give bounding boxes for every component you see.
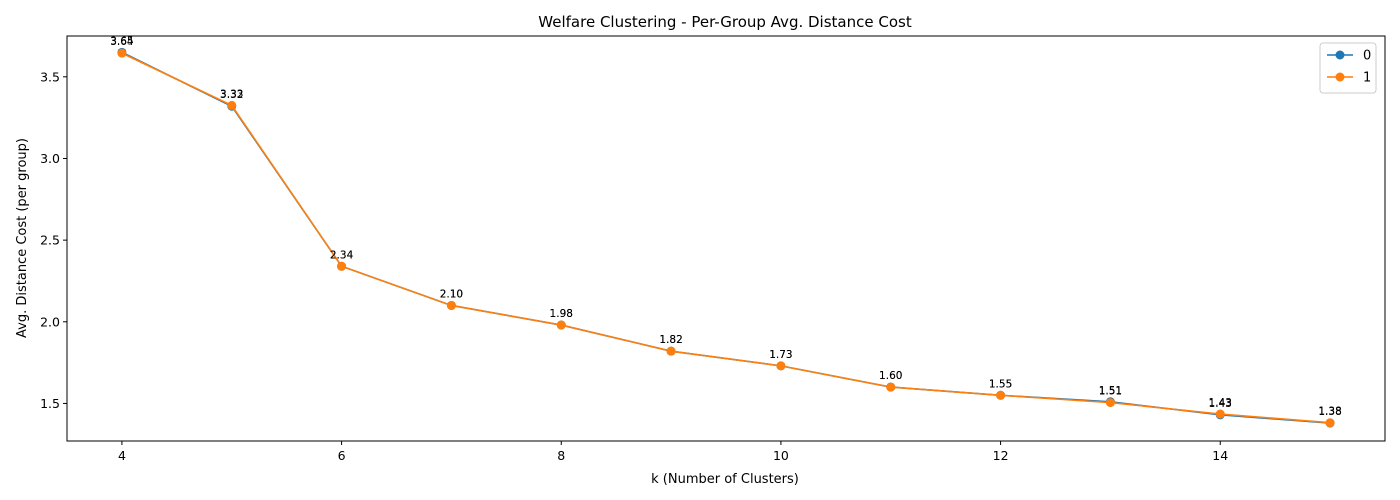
legend-label-1: 1 [1363,71,1371,86]
data-label-1: 1.51 [1099,386,1122,398]
series-line-0 [121,51,1331,424]
data-label-1: 2.10 [440,288,463,300]
data-point-1 [337,261,347,271]
data-point-1 [996,390,1006,400]
plot-area: 4 6 8 10 12 141.52.02.53.03.53.653.322.342.10… [40,35,1386,463]
data-label-1: 1.98 [550,308,573,320]
y-tick-label: 3.0 [40,151,60,166]
data-label-1: 1.82 [659,334,682,346]
data-point-1 [666,346,676,356]
y-tick-label: 2.0 [40,314,60,329]
y-tick-label: 3.5 [40,69,60,84]
x-tick-label: 4 [118,448,126,463]
x-tick-label: 6 [338,448,346,463]
legend-marker-0 [1335,50,1345,60]
y-axis-label: Avg. Distance Cost (per group) [15,138,30,338]
data-point-1 [776,361,786,371]
y-tick-label: 2.5 [40,233,60,248]
data-label-0: 1.38 [1318,406,1341,418]
data-label-1: 2.34 [330,249,354,261]
y-tick-label: 1.5 [40,396,60,411]
x-axis-label: k (Number of Clusters) [651,472,799,487]
data-label-0: 2.10 [440,288,463,300]
data-label-1: 1.43 [1209,397,1232,409]
plot-frame [66,35,1386,442]
data-point-1 [1105,398,1115,408]
data-label-1: 1.60 [879,370,902,382]
data-label-1: 1.38 [1318,406,1341,418]
data-label-0: 1.55 [989,378,1012,390]
x-tick-label: 10 [773,448,789,463]
data-point-1 [446,300,456,310]
data-point-1 [886,382,896,392]
data-point-1 [556,320,566,330]
data-label-1: 3.33 [220,88,243,100]
data-label-0: 3.65 [110,35,133,47]
data-label-0: 1.82 [659,334,682,346]
legend-marker-1 [1335,72,1345,82]
data-point-1 [117,48,127,58]
data-label-0: 3.32 [220,89,243,101]
series-line-1 [121,52,1331,424]
data-point-1 [1215,409,1225,419]
data-point-1 [227,100,237,110]
data-label-0: 1.98 [550,308,573,320]
data-point-1 [1325,418,1335,428]
data-label-1: 3.64 [110,36,134,48]
data-label-0: 1.60 [879,370,902,382]
data-label-0: 1.73 [769,349,792,361]
data-label-1: 1.55 [989,378,1012,390]
data-label-0: 1.51 [1099,385,1122,397]
data-label-1: 1.73 [769,349,792,361]
x-tick-label: 12 [993,448,1009,463]
x-tick-label: 14 [1212,448,1228,463]
legend: 01 [1319,42,1377,94]
data-label-0: 1.43 [1209,398,1232,410]
x-tick-label: 8 [557,448,565,463]
chart-title: Welfare Clustering - Per-Group Avg. Dist… [538,13,912,31]
legend-label-0: 0 [1363,49,1371,64]
